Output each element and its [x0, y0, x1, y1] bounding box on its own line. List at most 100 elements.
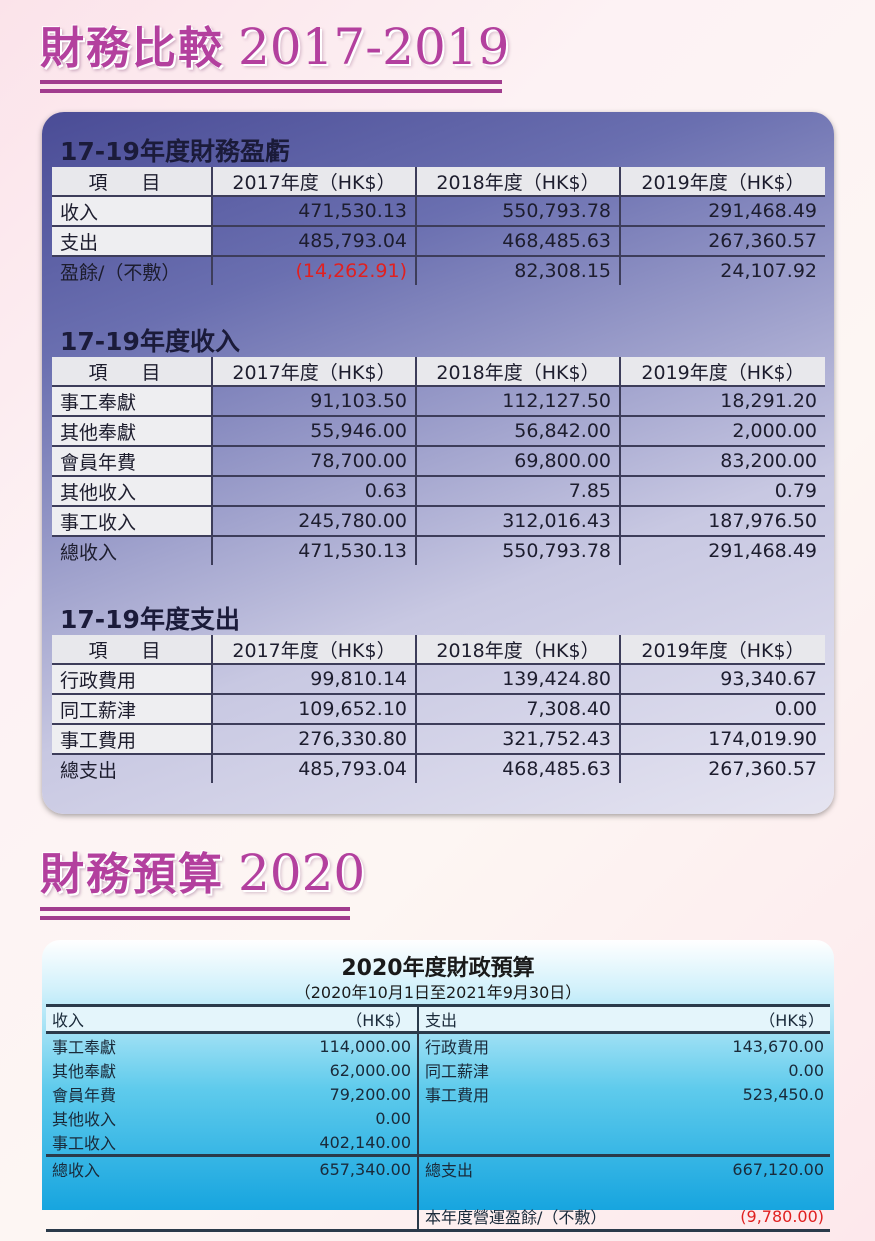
- table-row: 收入 471,530.13 550,793.78 291,468.49: [52, 196, 825, 227]
- cell-2017: 485,793.04: [211, 226, 416, 257]
- table-row: 事工費用 276,330.80 321,752.43 174,019.90: [52, 724, 825, 755]
- cell-2018: 82,308.15: [415, 256, 620, 285]
- surplus-table: 項 目 2017年度（HK$） 2018年度（HK$） 2019年度（HK$） …: [52, 167, 825, 285]
- cell-2019: 0.00: [619, 694, 825, 725]
- budget-income-value: 62,000.00: [329, 1060, 411, 1080]
- expense-title: 17-19年度支出: [60, 605, 240, 634]
- cell-2018: 139,424.80: [415, 664, 620, 695]
- table-row-total: 盈餘/（不敷） (14,262.91) 82,308.15 24,107.92: [52, 256, 825, 285]
- budget-header-row: 收入 （HK$） 支出 （HK$）: [46, 1004, 830, 1034]
- expense-header-row: 項 目 2017年度（HK$） 2018年度（HK$） 2019年度（HK$）: [52, 635, 825, 665]
- row-label: 總收入: [60, 541, 118, 564]
- cell-2018: 550,793.78: [415, 196, 620, 227]
- budget-income-label: 其他收入: [52, 1110, 117, 1129]
- row-label: 其他奉獻: [52, 416, 212, 447]
- cell-2018: 468,485.63: [415, 754, 620, 783]
- budget-expense-label: 事工費用: [417, 1082, 608, 1106]
- row-label: 總支出: [60, 759, 118, 782]
- budget-balance-label: 本年度營運盈餘/（不敷）: [417, 1203, 608, 1232]
- budget-header-title: 財務預算: [40, 849, 224, 900]
- budget-expense-value: 523,450.0: [742, 1084, 824, 1104]
- header2-underline-bottom: [40, 916, 350, 920]
- budget-expense-value: 143,670.00: [732, 1036, 824, 1056]
- col-2017: 2017年度（HK$）: [211, 635, 416, 665]
- row-label: 事工費用: [52, 724, 212, 755]
- col-2019: 2019年度（HK$）: [619, 357, 825, 387]
- budget-row: 事工收入 402,140.00: [46, 1130, 830, 1156]
- cell-2019: 291,468.49: [619, 196, 825, 227]
- budget-table: 收入 （HK$） 支出 （HK$） 事工奉獻 114,000.00 行政費用 1…: [46, 1004, 830, 1232]
- table-row-total: 總收入 471,530.13 550,793.78 291,468.49: [52, 536, 825, 565]
- cell-2017: 91,103.50: [211, 386, 416, 417]
- cell-2017: 485,793.04: [211, 754, 416, 783]
- col-2018: 2018年度（HK$）: [415, 635, 620, 665]
- cell-2017: 78,700.00: [211, 446, 416, 477]
- header1-underline-bottom: [40, 89, 502, 93]
- surplus-header-row: 項 目 2017年度（HK$） 2018年度（HK$） 2019年度（HK$）: [52, 167, 825, 197]
- cell-2018: 468,485.63: [415, 226, 620, 257]
- budget-header-year: 2020: [238, 844, 366, 902]
- cell-2017: 109,652.10: [211, 694, 416, 725]
- header1-underline-top: [40, 80, 502, 84]
- col-2018: 2018年度（HK$）: [415, 167, 620, 197]
- cell-2019: 93,340.67: [619, 664, 825, 695]
- cell-2017: 471,530.13: [211, 536, 416, 565]
- budget-income-total: 657,340.00: [234, 1154, 418, 1181]
- cell-2017: 99,810.14: [211, 664, 416, 695]
- cell-2017: 245,780.00: [211, 506, 416, 537]
- cell-2018: 550,793.78: [415, 536, 620, 565]
- table-row: 其他收入 0.63 7.85 0.79: [52, 476, 825, 507]
- table-row: 其他奉獻 55,946.00 56,842.00 2,000.00: [52, 416, 825, 447]
- budget-income-value: 79,200.00: [329, 1084, 411, 1104]
- budget-title: 2020年度財政預算: [341, 956, 535, 981]
- cell-2019: 0.79: [619, 476, 825, 507]
- col-2017: 2017年度（HK$）: [211, 167, 416, 197]
- col-2019: 2019年度（HK$）: [619, 635, 825, 665]
- budget-expense-total-label: 總支出: [417, 1154, 608, 1181]
- cell-2018: 7,308.40: [415, 694, 620, 725]
- section-header-budget: 財務預算 2020: [40, 838, 365, 902]
- cell-2017: 471,530.13: [211, 196, 416, 227]
- table-row-total: 總支出 485,793.04 468,485.63 267,360.57: [52, 754, 825, 783]
- table-row: 支出 485,793.04 468,485.63 267,360.57: [52, 226, 825, 257]
- cell-2017: 0.63: [211, 476, 416, 507]
- budget-period: （2020年10月1日至2021年9月30日）: [294, 983, 582, 1002]
- cell-2018: 321,752.43: [415, 724, 620, 755]
- budget-income-unit: （HK$）: [234, 1004, 418, 1034]
- row-label: 支出: [52, 226, 212, 257]
- cell-2017: 55,946.00: [211, 416, 416, 447]
- cell-2019: 267,360.57: [619, 754, 825, 783]
- cell-2019: 2,000.00: [619, 416, 825, 447]
- row-label: 事工奉獻: [52, 386, 212, 417]
- budget-expense-unit: （HK$）: [608, 1004, 830, 1034]
- col-2019: 2019年度（HK$）: [619, 167, 825, 197]
- budget-expense-header: 支出: [417, 1004, 608, 1034]
- budget-income-value: 402,140.00: [319, 1132, 411, 1152]
- budget-row: 其他奉獻 62,000.00 同工薪津 0.00: [46, 1058, 830, 1082]
- row-label: 其他收入: [52, 476, 212, 507]
- col-item: 項 目: [52, 357, 212, 387]
- cell-2018: 112,127.50: [415, 386, 620, 417]
- budget-income-value: 0.00: [375, 1108, 411, 1128]
- budget-row: 事工奉獻 114,000.00 行政費用 143,670.00: [46, 1032, 830, 1058]
- row-label: 事工收入: [52, 506, 212, 537]
- col-item: 項 目: [52, 167, 212, 197]
- cell-2018: 69,800.00: [415, 446, 620, 477]
- cell-2018: 56,842.00: [415, 416, 620, 447]
- cell-2019: 174,019.90: [619, 724, 825, 755]
- cell-2019: 83,200.00: [619, 446, 825, 477]
- expense-table: 項 目 2017年度（HK$） 2018年度（HK$） 2019年度（HK$） …: [52, 635, 825, 783]
- income-header-row: 項 目 2017年度（HK$） 2018年度（HK$） 2019年度（HK$）: [52, 357, 825, 387]
- budget-expense-total: 667,120.00: [608, 1154, 830, 1181]
- budget-balance-row: 本年度營運盈餘/（不敷） (9,780.00): [46, 1203, 830, 1232]
- cell-2019: 18,291.20: [619, 386, 825, 417]
- budget-expense-label: 同工薪津: [417, 1058, 608, 1082]
- comparison-years: 2017-2019: [238, 18, 510, 76]
- cell-2019: 187,976.50: [619, 506, 825, 537]
- table-row: 事工收入 245,780.00 312,016.43 187,976.50: [52, 506, 825, 537]
- table-row: 行政費用 99,810.14 139,424.80 93,340.67: [52, 664, 825, 695]
- row-label: 會員年費: [52, 446, 212, 477]
- budget-row: 會員年費 79,200.00 事工費用 523,450.0: [46, 1082, 830, 1106]
- budget-total-row: 總收入 657,340.00 總支出 667,120.00: [46, 1154, 830, 1181]
- income-title: 17-19年度收入: [60, 327, 240, 356]
